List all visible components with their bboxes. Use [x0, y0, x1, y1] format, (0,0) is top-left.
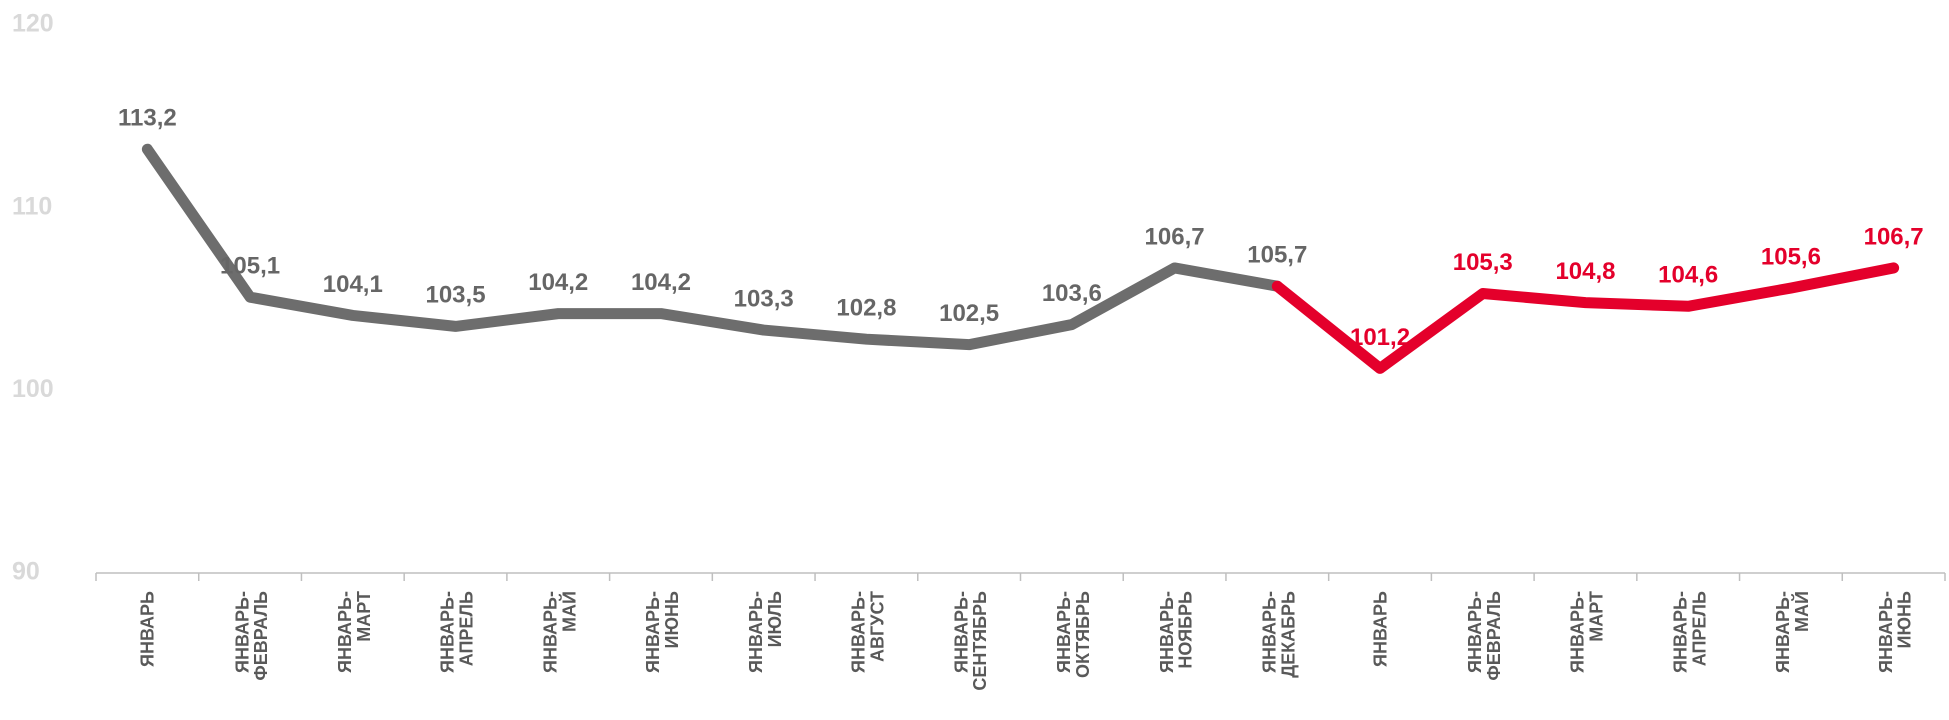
series-line — [1271, 262, 1900, 374]
x-tick-label-line: ИЮНЬ — [1895, 591, 1915, 648]
x-tick-label: ЯНВАРЬ-МАРТ — [335, 591, 374, 673]
x-tick-label: ЯНВАРЬ — [138, 591, 158, 667]
x-tick-label-line: ЯНВАРЬ- — [438, 591, 458, 673]
x-tick-label-line: ЯНВАРЬ- — [1876, 591, 1896, 673]
data-label: 104,2 — [528, 269, 588, 296]
series-line — [141, 143, 1283, 351]
data-label: 101,2 — [1350, 324, 1410, 351]
data-label: 105,7 — [1247, 242, 1307, 269]
x-tick-label-line: ЯНВАРЬ- — [951, 591, 971, 673]
x-tick-label: ЯНВАРЬ — [1370, 591, 1390, 667]
y-tick-label: 100 — [12, 375, 54, 403]
x-tick-label: ЯНВАРЬ-МАРТ — [1568, 591, 1607, 673]
x-tick-label-line: ДЕКАБРЬ — [1278, 591, 1298, 678]
data-label: 106,7 — [1864, 223, 1924, 250]
x-tick-label: ЯНВАРЬ-ОКТЯБРЬ — [1054, 591, 1093, 678]
x-tick-label-line: ЯНВАРЬ- — [232, 591, 252, 673]
x-tick-label: ЯНВАРЬ-МАЙ — [540, 591, 579, 673]
x-tick-label-line: ЯНВАРЬ- — [1773, 591, 1793, 673]
x-tick-label: ЯНВАРЬ-ФЕВРАЛЬ — [232, 591, 271, 681]
x-tick-label-line: ЯНВАРЬ- — [1260, 591, 1280, 673]
x-tick-label: ЯНВАРЬ-ИЮНЬ — [643, 591, 682, 673]
x-tick-label: ЯНВАРЬ-АПРЕЛЬ — [1670, 591, 1709, 673]
x-tick-label-line: ИЮНЬ — [662, 591, 682, 648]
data-label: 104,2 — [631, 269, 691, 296]
data-label: 113,2 — [118, 105, 177, 132]
x-tick-label: ЯНВАРЬ-АВГУСТ — [849, 591, 888, 673]
data-label: 102,5 — [939, 300, 999, 327]
x-tick-label-line: ИЮЛЬ — [765, 591, 785, 647]
x-tick-label: ЯНВАРЬ-СЕНТЯБРЬ — [951, 591, 990, 691]
x-tick-label-line: ОКТЯБРЬ — [1073, 591, 1093, 678]
x-tick-label-line: ЯНВАРЬ- — [540, 591, 560, 673]
x-tick-label-line: НОЯБРЬ — [1176, 591, 1196, 669]
x-tick-label-line: ЯНВАРЬ- — [1568, 591, 1588, 673]
y-tick-label: 110 — [12, 192, 52, 220]
x-tick-label-line: МАРТ — [354, 591, 374, 642]
y-tick-label: 90 — [12, 558, 40, 586]
data-label: 103,6 — [1042, 280, 1102, 307]
x-tick-label: ЯНВАРЬ-МАЙ — [1773, 591, 1812, 673]
data-label: 105,3 — [1453, 249, 1513, 276]
x-tick-label-line: МАЙ — [558, 591, 579, 632]
data-label: 102,8 — [836, 295, 896, 322]
data-label: 104,6 — [1658, 262, 1718, 289]
x-tick-label-line: АПРЕЛЬ — [457, 591, 477, 666]
x-tick-label-line: МАЙ — [1791, 591, 1812, 632]
data-label: 105,6 — [1761, 243, 1821, 270]
x-tick-label-line: АВГУСТ — [868, 591, 888, 662]
x-tick-label-line: ФЕВРАЛЬ — [251, 591, 271, 681]
x-tick-label-line: МАРТ — [1587, 591, 1607, 642]
data-label: 105,1 — [220, 253, 280, 280]
x-tick-label-line: ЯНВАРЬ- — [849, 591, 869, 673]
x-tick-label-line: ЯНВАРЬ- — [1054, 591, 1074, 673]
y-tick-label: 120 — [12, 10, 54, 38]
x-tick-label-line: СЕНТЯБРЬ — [970, 591, 990, 691]
x-tick-label: ЯНВАРЬ-НОЯБРЬ — [1157, 591, 1196, 673]
data-label: 106,7 — [1145, 223, 1205, 250]
x-tick-label-line: ЯНВАРЬ- — [1465, 591, 1485, 673]
data-label: 103,3 — [734, 285, 794, 312]
data-label: 104,1 — [323, 271, 383, 298]
x-tick-label-line: ЯНВАРЬ- — [746, 591, 766, 673]
data-label: 103,5 — [425, 282, 485, 309]
x-tick-label-line: ЯНВАРЬ- — [1670, 591, 1690, 673]
x-tick-label-line: ЯНВАРЬ- — [1157, 591, 1177, 673]
x-tick-label-line: ЯНВАРЬ- — [335, 591, 355, 673]
x-tick-label: ЯНВАРЬ-ДЕКАБРЬ — [1260, 591, 1299, 678]
x-tick-label-line: ФЕВРАЛЬ — [1484, 591, 1504, 681]
x-tick-label: ЯНВАРЬ-АПРЕЛЬ — [438, 591, 477, 673]
x-tick-label-line: ЯНВАРЬ- — [643, 591, 663, 673]
data-label: 104,8 — [1555, 258, 1615, 285]
x-tick-label: ЯНВАРЬ-ИЮНЬ — [1876, 591, 1915, 673]
x-tick-label: ЯНВАРЬ-ФЕВРАЛЬ — [1465, 591, 1504, 681]
x-tick-label: ЯНВАРЬ-ИЮЛЬ — [746, 591, 785, 673]
x-tick-label-line: АПРЕЛЬ — [1689, 591, 1709, 666]
